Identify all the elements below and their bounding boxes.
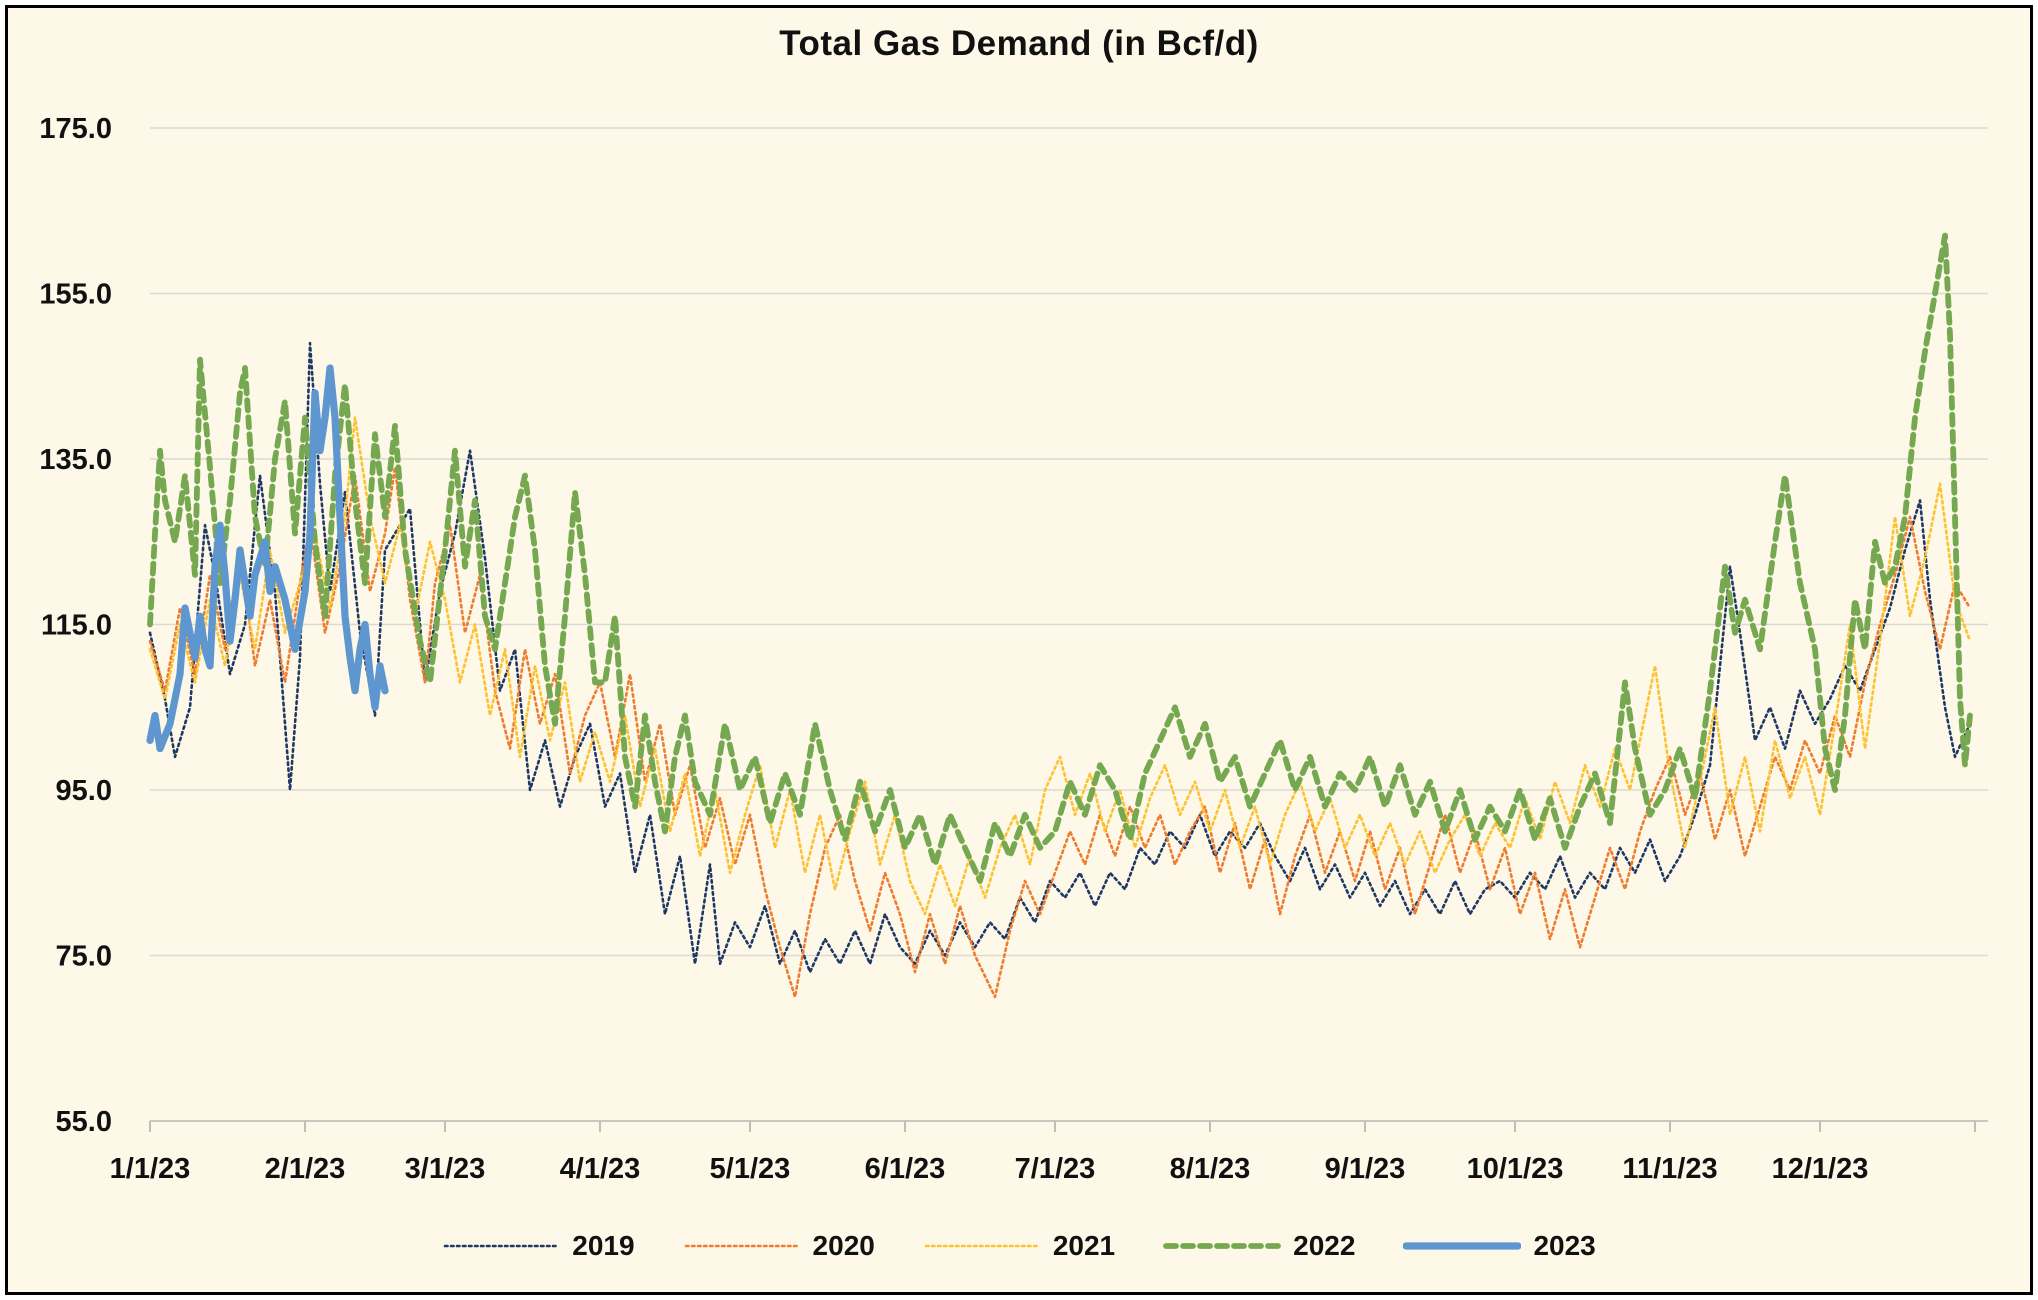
series-line-2019 — [148, 341, 1972, 974]
y-axis-label: 135.0 — [39, 444, 112, 476]
y-axis-label: 155.0 — [39, 279, 112, 311]
series-line-2021 — [148, 416, 1972, 916]
legend-item-2022: 2022 — [1163, 1230, 1355, 1262]
x-axis-label: 5/1/23 — [710, 1153, 791, 1185]
legend-item-2019: 2019 — [442, 1230, 635, 1262]
x-axis-label: 2/1/23 — [265, 1153, 346, 1185]
x-axis-label: 12/1/23 — [1772, 1153, 1869, 1185]
x-axis-label: 11/1/23 — [1622, 1153, 1717, 1185]
legend-label-2022: 2022 — [1293, 1230, 1356, 1261]
y-axis-label: 175.0 — [39, 113, 112, 145]
x-axis-label: 10/1/23 — [1467, 1153, 1564, 1185]
x-axis-label: 9/1/23 — [1325, 1153, 1406, 1185]
x-axis-label: 3/1/23 — [405, 1153, 486, 1185]
legend-label-2021: 2021 — [1052, 1230, 1116, 1261]
y-axis-label: 95.0 — [56, 775, 112, 807]
series-line-2023 — [146, 364, 389, 753]
legend-line-sample-2022 — [1163, 1243, 1282, 1249]
series-line-2020 — [148, 465, 1972, 999]
x-axis-label: 4/1/23 — [560, 1153, 641, 1185]
series-line-2022 — [147, 232, 1973, 884]
legend-label-2019: 2019 — [572, 1230, 635, 1261]
legend: 2019 2020 2021 2022 2023 — [0, 1230, 2038, 1262]
legend-line-sample-2021 — [924, 1244, 1040, 1248]
legend-line-sample-2019 — [443, 1244, 559, 1248]
legend-line-sample-2020 — [684, 1244, 799, 1248]
y-axis-label: 115.0 — [41, 610, 112, 642]
legend-item-2021: 2021 — [923, 1230, 1115, 1262]
legend-label-2020: 2020 — [812, 1230, 875, 1261]
legend-line-sample-2023 — [1403, 1242, 1522, 1250]
x-axis-label: 1/1/23 — [110, 1153, 191, 1185]
legend-label-2023: 2023 — [1533, 1230, 1596, 1261]
y-axis-label: 75.0 — [56, 941, 112, 973]
y-axis-label: 55.0 — [56, 1106, 112, 1138]
legend-item-2023: 2023 — [1403, 1230, 1596, 1262]
legend-item-2020: 2020 — [683, 1230, 875, 1262]
x-axis-label: 8/1/23 — [1170, 1153, 1251, 1185]
x-axis-label: 6/1/23 — [865, 1153, 946, 1185]
x-axis-label: 7/1/23 — [1015, 1153, 1096, 1185]
chart-frame — [5, 5, 2033, 1295]
chart-title: Total Gas Demand (in Bcf/d) — [779, 24, 1259, 63]
